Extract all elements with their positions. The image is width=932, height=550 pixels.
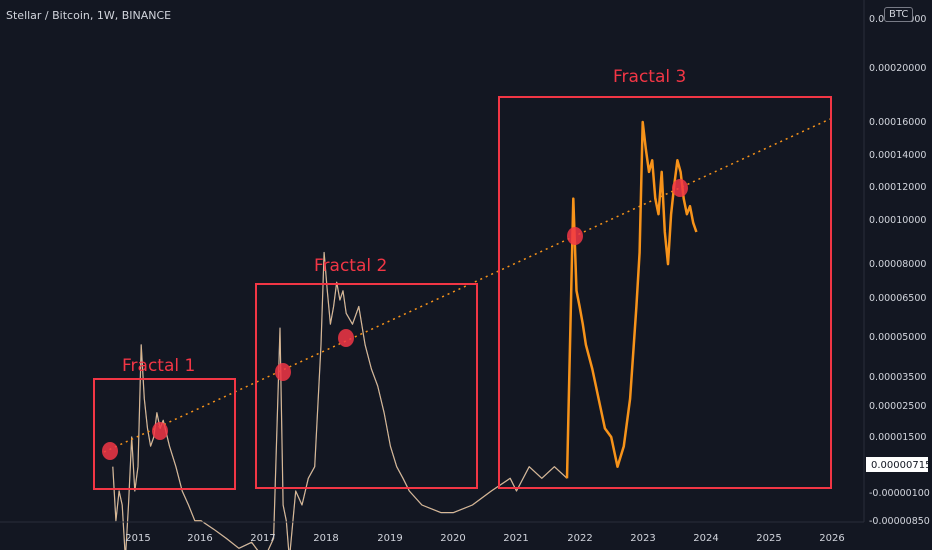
last-price-label: 0.00000715 — [871, 460, 931, 471]
time-tick-label: 2023 — [630, 533, 655, 544]
price-tick-label: 0.00008000 — [869, 259, 926, 270]
time-tick-label: 2021 — [503, 533, 528, 544]
time-axis[interactable]: 2015 2016 2017 2018 2019 2020 2021 2022 2023 2024… — [125, 533, 844, 544]
price-series — [112, 120, 698, 550]
trend-touch-marker — [567, 227, 583, 245]
price-tick-label: 0.00006500 — [869, 293, 926, 304]
time-tick-label: 2022 — [567, 533, 592, 544]
touch-markers — [102, 179, 688, 460]
trend-touch-marker — [672, 179, 688, 197]
time-tick-label: 2026 — [819, 533, 844, 544]
trend-touch-marker — [152, 422, 168, 440]
fractal-2-box — [255, 283, 478, 489]
trend-touch-marker — [338, 329, 354, 347]
time-tick-label: 2025 — [756, 533, 781, 544]
time-tick-label: 2015 — [125, 533, 150, 544]
currency-unit-badge[interactable]: BTC — [884, 7, 914, 22]
price-tick-label: 0.00005000 — [869, 332, 926, 343]
price-tick-label: 0.00014000 — [869, 150, 926, 161]
price-tick-label: 0.00001500 — [869, 432, 926, 443]
fractal-1-box — [93, 378, 236, 490]
last-price-tag — [866, 457, 928, 472]
price-line-recent — [565, 120, 698, 479]
price-line-early — [112, 251, 568, 550]
fractal-3-box — [498, 96, 832, 489]
fractal-1-label: Fractal 1 — [122, 356, 195, 376]
time-tick-label: 2019 — [377, 533, 402, 544]
price-tick-label: 0.00012000 — [869, 182, 926, 193]
trend-line — [103, 118, 831, 453]
time-tick-label: 2016 — [187, 533, 212, 544]
price-tick-label: 0.00020000 — [869, 63, 926, 74]
price-tick-label: 0.00016000 — [869, 117, 926, 128]
trend-touch-marker — [275, 363, 291, 381]
time-tick-label: 2020 — [440, 533, 465, 544]
trend-touch-marker — [102, 442, 118, 460]
fractal-3-label: Fractal 3 — [613, 67, 686, 87]
fractal-2-label: Fractal 2 — [314, 256, 387, 276]
price-tick-label: -0.00000100 — [869, 488, 930, 499]
price-line-early-tint — [112, 252, 568, 550]
price-tick-label: 0.00010000 — [869, 215, 926, 226]
price-tick-label: 0.00002500 — [869, 401, 926, 412]
time-tick-label: 2018 — [313, 533, 338, 544]
time-tick-label: 2024 — [693, 533, 718, 544]
chart-title: Stellar / Bitcoin, 1W, BINANCE — [6, 9, 172, 22]
price-tick-label: -0.00000850 — [869, 516, 930, 527]
time-tick-label: 2017 — [250, 533, 275, 544]
price-tick-label: 0.00003500 — [869, 372, 926, 383]
